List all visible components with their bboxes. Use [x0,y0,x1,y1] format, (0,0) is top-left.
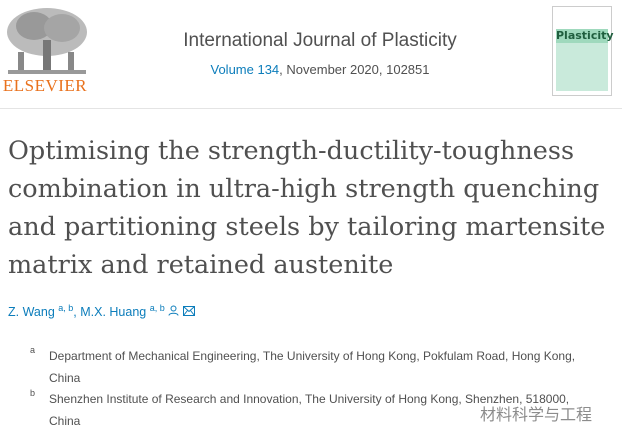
affiliation-label: b [30,388,36,398]
author-affiliation-sup[interactable]: a, b [149,303,165,313]
watermark: 材料科学与工程 [480,405,593,424]
divider [0,108,622,109]
elsevier-tree-logo[interactable] [4,4,90,98]
journal-cover[interactable]: Plasticity [552,6,614,96]
journal-title[interactable]: International Journal of Plasticity [183,30,457,51]
author-link[interactable]: Z. Wang [8,305,55,320]
elsevier-wordmark: ELSEVIER [2,76,88,95]
envelope-icon[interactable] [182,305,195,319]
author-separator: , [73,305,81,320]
volume-link[interactable]: Volume 134 [210,62,280,77]
affiliation-text: Department of Mechanical Engineering, Th… [49,349,576,385]
affiliation-a: a Department of Mechanical Engineering, … [30,345,600,389]
affiliation-text: Shenzhen Institute of Research and Innov… [49,392,570,428]
article-title: Optimising the strength-ductility-toughn… [8,136,606,280]
affiliation-label: a [30,345,36,355]
issue-date: , November 2020, 102851 [279,62,430,77]
cover-title: Plasticity [556,29,614,43]
author-list: Z. Wang a, b, M.X. Huang a, b [8,303,195,319]
cover-header [556,17,608,22]
volume-info: Volume 134, November 2020, 102851 [100,62,540,77]
person-icon[interactable] [168,305,179,319]
author-link[interactable]: M.X. Huang [80,305,147,320]
affiliation-b: b Shenzhen Institute of Research and Inn… [30,388,600,432]
cover-body [556,43,608,91]
author-affiliation-sup[interactable]: a, b [58,303,74,313]
